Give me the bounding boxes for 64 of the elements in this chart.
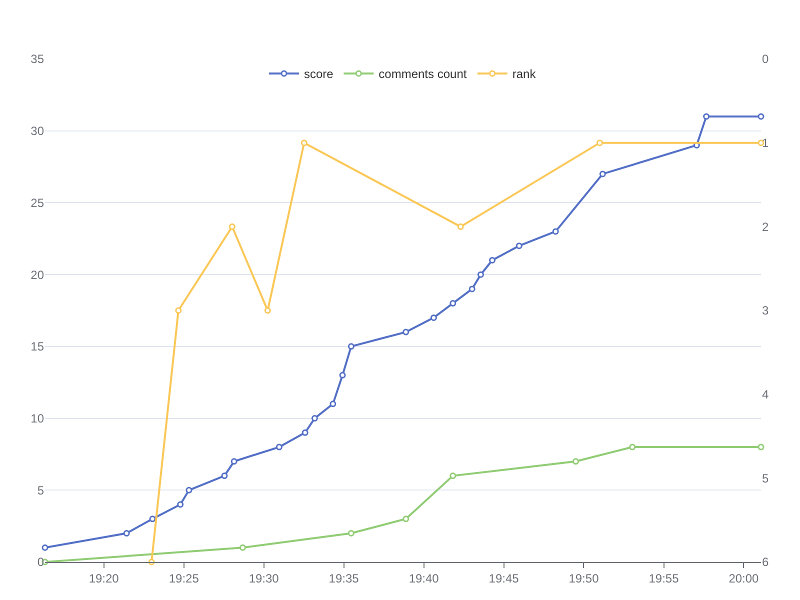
point — [430, 314, 437, 321]
x-tick-label: 19:40 — [408, 571, 440, 586]
point — [300, 140, 308, 146]
point — [42, 544, 48, 551]
point — [450, 472, 456, 480]
point — [468, 286, 476, 292]
y-tick-label: 35 — [30, 52, 44, 66]
point — [758, 113, 764, 120]
point — [599, 170, 606, 178]
y-tick-label: 25 — [30, 196, 44, 210]
point — [175, 307, 182, 314]
point — [330, 400, 336, 408]
point — [477, 271, 484, 278]
point — [758, 444, 764, 450]
x-tick-label: 19:20 — [88, 571, 120, 586]
point — [149, 516, 156, 522]
y-tick-label: 20 — [30, 268, 44, 282]
point — [221, 472, 228, 480]
point — [311, 415, 318, 422]
x-tick-label: 19:45 — [488, 571, 520, 586]
legend-label: rank — [512, 67, 537, 82]
point — [276, 444, 282, 450]
point — [264, 307, 271, 314]
y2-tick-label: 3 — [762, 304, 769, 318]
point — [348, 530, 354, 537]
x-tick-label: 19:35 — [328, 571, 360, 586]
legend-label: comments count — [378, 67, 468, 82]
y-tick-label: 0 — [37, 555, 44, 570]
point — [572, 458, 580, 465]
y-tick-label: 10 — [30, 411, 44, 426]
point — [230, 458, 238, 465]
x-tick-label: 19:55 — [648, 571, 680, 586]
point — [489, 256, 496, 264]
y2-tick-label: 5 — [762, 471, 769, 486]
y-tick-label: 30 — [30, 124, 44, 138]
y2-tick-label: 6 — [762, 555, 769, 570]
legend-label: score — [304, 67, 334, 82]
x-tick-label: 19:25 — [168, 571, 200, 586]
point — [516, 242, 522, 250]
point — [186, 486, 192, 494]
y2-tick-label: 0 — [762, 52, 769, 66]
point — [596, 140, 604, 146]
y-tick-label: 15 — [30, 340, 44, 354]
point — [457, 223, 464, 230]
y-tick-label: 5 — [37, 483, 44, 498]
x-tick-label: 19:50 — [568, 571, 600, 586]
point — [239, 544, 246, 551]
point — [629, 444, 636, 450]
point — [402, 328, 410, 336]
y2-tick-label: 1 — [762, 136, 769, 150]
y2-tick-label: 4 — [762, 388, 769, 402]
point — [177, 501, 184, 508]
point — [228, 223, 236, 230]
point — [552, 228, 559, 235]
point — [703, 113, 710, 120]
x-tick-label: 19:30 — [248, 571, 280, 586]
point — [348, 343, 354, 350]
y2-tick-label: 2 — [762, 220, 769, 234]
point — [339, 372, 346, 378]
point — [302, 429, 308, 436]
point — [402, 516, 410, 522]
x-tick-label: 20:00 — [728, 571, 760, 586]
point — [450, 300, 456, 307]
point — [123, 530, 130, 537]
